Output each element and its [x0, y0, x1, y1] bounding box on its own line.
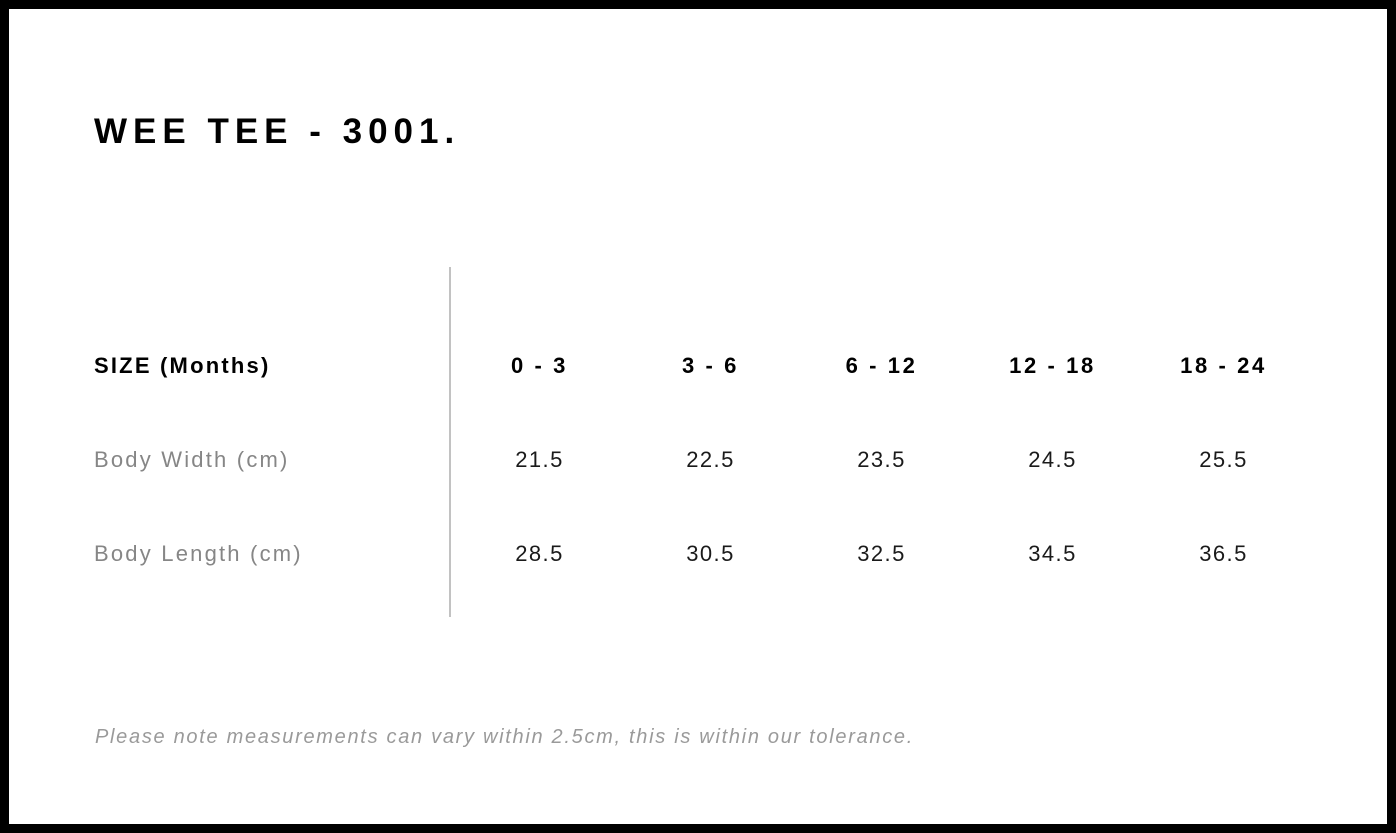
size-table: SIZE (Months) 0 - 3 3 - 6 6 - 12 12 - 18…: [94, 319, 1309, 601]
page-title: WEE TEE - 3001.: [94, 112, 461, 151]
cell-body-length-3-6: 30.5: [686, 541, 735, 566]
table-row: Body Length (cm) 28.5 30.5 32.5 34.5 36.…: [94, 507, 1309, 601]
cell-body-width-12-18: 24.5: [1028, 447, 1077, 472]
chart-frame: WEE TEE - 3001. SIZE (Months) 0 - 3 3 - …: [9, 9, 1387, 824]
column-header-0-3: 0 - 3: [510, 353, 569, 378]
cell-body-width-0-3: 21.5: [515, 447, 564, 472]
cell-body-length-6-12: 32.5: [857, 541, 906, 566]
table-header-row: SIZE (Months) 0 - 3 3 - 6 6 - 12 12 - 18…: [94, 319, 1309, 413]
cell-body-width-18-24: 25.5: [1199, 447, 1248, 472]
table-row: Body Width (cm) 21.5 22.5 23.5 24.5 25.5: [94, 413, 1309, 507]
column-header-18-24: 18 - 24: [1180, 353, 1267, 378]
cell-body-length-0-3: 28.5: [515, 541, 564, 566]
column-header-3-6: 3 - 6: [681, 353, 740, 378]
cell-body-length-18-24: 36.5: [1199, 541, 1248, 566]
column-header-size-label: SIZE (Months): [94, 353, 271, 378]
table-vertical-divider: [449, 267, 451, 617]
row-label-body-width: Body Width (cm): [94, 447, 290, 472]
row-label-body-length: Body Length (cm): [94, 541, 303, 566]
cell-body-width-6-12: 23.5: [857, 447, 906, 472]
column-header-12-18: 12 - 18: [1009, 353, 1096, 378]
column-header-6-12: 6 - 12: [845, 353, 918, 378]
tolerance-footnote: Please note measurements can vary within…: [95, 726, 914, 748]
cell-body-length-12-18: 34.5: [1028, 541, 1077, 566]
cell-body-width-3-6: 22.5: [686, 447, 735, 472]
